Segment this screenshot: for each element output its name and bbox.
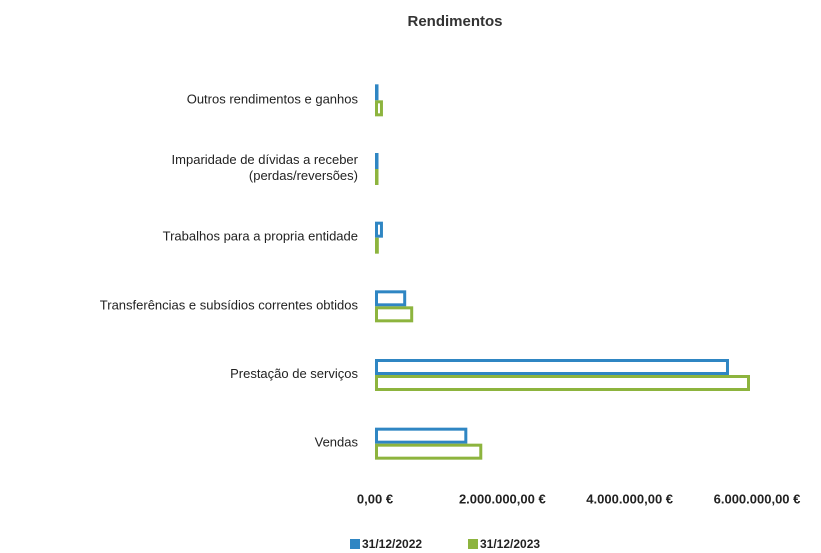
- bar: [375, 153, 379, 169]
- bar: [375, 306, 414, 323]
- x-tick-label: 6.000.000,00 €: [714, 491, 801, 506]
- bar: [375, 359, 729, 375]
- y-tick-label: Imparidade de dívidas a receber (perdas/r…: [172, 152, 359, 183]
- y-tick-label: Trabalhos para a propria entidade: [163, 229, 358, 244]
- bar: [375, 427, 468, 444]
- x-tick-label: 2.000.000,00 €: [459, 491, 546, 506]
- bar: [375, 169, 379, 185]
- legend-label: 31/12/2022: [362, 537, 422, 551]
- bar: [375, 443, 483, 460]
- bar: [375, 237, 379, 254]
- bar: [375, 290, 407, 307]
- y-tick-label: Prestação de serviços: [230, 366, 358, 381]
- y-tick-label: Outros rendimentos e ganhos: [187, 92, 359, 107]
- legend-swatch: [468, 539, 478, 549]
- x-tick-label: 0,00 €: [357, 491, 393, 506]
- legend-swatch: [350, 539, 360, 549]
- y-tick-label: Vendas: [315, 435, 359, 450]
- bar: [375, 100, 383, 117]
- bar: [375, 375, 750, 391]
- x-tick-label: 4.000.000,00 €: [586, 491, 673, 506]
- bar: [375, 221, 383, 238]
- chart-title: Rendimentos: [407, 13, 502, 30]
- bar: [375, 84, 379, 101]
- legend-label: 31/12/2023: [480, 537, 540, 551]
- y-tick-label: Transferências e subsídios correntes obt…: [100, 298, 359, 313]
